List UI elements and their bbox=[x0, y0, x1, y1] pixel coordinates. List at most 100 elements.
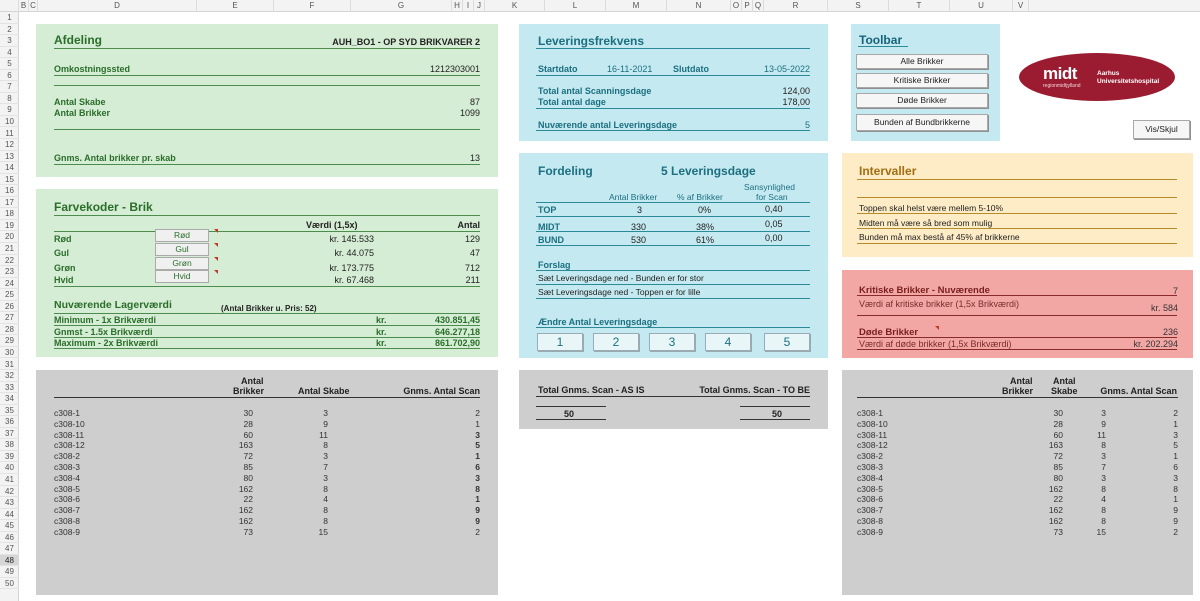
row-header[interactable]: 48 bbox=[0, 554, 19, 567]
row-skabe: 15 bbox=[1096, 526, 1106, 537]
row-header[interactable]: 31 bbox=[0, 359, 19, 371]
column-header[interactable]: D bbox=[38, 0, 197, 12]
row-header[interactable]: 34 bbox=[0, 393, 19, 405]
row-header[interactable]: 18 bbox=[0, 208, 19, 220]
green-filter-button[interactable]: Grøn bbox=[155, 257, 209, 270]
row-header[interactable]: 4 bbox=[0, 47, 19, 59]
row-header[interactable]: 29 bbox=[0, 335, 19, 347]
row-header[interactable]: 47 bbox=[0, 543, 19, 555]
white-filter-button[interactable]: Hvid bbox=[155, 270, 209, 283]
table-row: c308-8 162 8 9 bbox=[857, 516, 1178, 526]
scan-value: 124,00 bbox=[782, 86, 810, 96]
divider bbox=[54, 325, 480, 326]
column-header[interactable]: J bbox=[474, 0, 485, 12]
row-header[interactable]: 16 bbox=[0, 185, 19, 197]
column-header[interactable]: C bbox=[29, 0, 38, 12]
row-header[interactable]: 3 bbox=[0, 35, 19, 47]
row-header[interactable]: 27 bbox=[0, 312, 19, 324]
row-header[interactable]: 15 bbox=[0, 174, 19, 186]
row-header[interactable]: 11 bbox=[0, 128, 19, 140]
row-pct: 61% bbox=[696, 235, 715, 245]
critical-tiles-button[interactable]: Kritiske Brikker bbox=[856, 73, 988, 88]
row-header[interactable]: 26 bbox=[0, 301, 19, 313]
column-header[interactable]: S bbox=[828, 0, 889, 12]
row-header[interactable]: 21 bbox=[0, 243, 19, 255]
row-header[interactable]: 1 bbox=[0, 12, 19, 24]
row-header[interactable]: 14 bbox=[0, 162, 19, 174]
column-header[interactable]: F bbox=[274, 0, 351, 12]
row-header[interactable]: 44 bbox=[0, 509, 19, 521]
row-header[interactable]: 10 bbox=[0, 116, 19, 128]
show-hide-button[interactable]: Vis/Skjul bbox=[1133, 120, 1190, 139]
column-header[interactable]: K bbox=[485, 0, 545, 12]
column-header[interactable]: O bbox=[731, 0, 742, 12]
row-id: c308-10 bbox=[54, 418, 85, 429]
row-header[interactable]: 35 bbox=[0, 405, 19, 417]
dead-tiles-button[interactable]: Døde Brikker bbox=[856, 93, 988, 108]
leveringsdage-1-button[interactable]: 1 bbox=[537, 333, 583, 351]
row-header[interactable]: 37 bbox=[0, 428, 19, 440]
row-header[interactable]: 2 bbox=[0, 24, 19, 36]
red-filter-button[interactable]: Rød bbox=[155, 229, 209, 242]
column-header[interactable]: B bbox=[19, 0, 29, 12]
column-header[interactable]: E bbox=[197, 0, 274, 12]
column-header[interactable]: L bbox=[545, 0, 606, 12]
row-header[interactable]: 30 bbox=[0, 347, 19, 359]
yellow-filter-button[interactable]: Gul bbox=[155, 243, 209, 256]
row-header[interactable]: 43 bbox=[0, 497, 19, 509]
column-header[interactable]: G bbox=[351, 0, 452, 12]
row-header[interactable]: 7 bbox=[0, 81, 19, 93]
row-header[interactable]: 13 bbox=[0, 151, 19, 163]
column-header[interactable]: H bbox=[452, 0, 463, 12]
row-header[interactable]: 17 bbox=[0, 197, 19, 209]
column-header[interactable]: M bbox=[606, 0, 667, 12]
divider bbox=[857, 213, 1177, 214]
row-header[interactable]: 9 bbox=[0, 104, 19, 116]
row-brikker: 85 bbox=[1053, 462, 1063, 472]
bottom-tiles-button[interactable]: Bunden af Bundbrikkerne bbox=[856, 114, 988, 131]
row-header[interactable]: 23 bbox=[0, 266, 19, 278]
column-header[interactable]: U bbox=[950, 0, 1013, 12]
row-header[interactable]: 12 bbox=[0, 139, 19, 151]
col-antal-header: Antal bbox=[457, 220, 481, 230]
row-header[interactable]: 32 bbox=[0, 370, 19, 382]
column-header[interactable]: I bbox=[463, 0, 474, 12]
table-row: c308-11 60 11 3 bbox=[54, 430, 480, 440]
select-all-corner[interactable] bbox=[0, 0, 19, 12]
row-header[interactable]: 5 bbox=[0, 58, 19, 70]
row-header[interactable]: 39 bbox=[0, 451, 19, 463]
row-scan: 5 bbox=[1173, 440, 1178, 451]
row-header[interactable]: 46 bbox=[0, 532, 19, 544]
column-header[interactable]: P bbox=[742, 0, 753, 12]
all-tiles-button[interactable]: Alle Brikker bbox=[856, 54, 988, 69]
row-header[interactable]: 36 bbox=[0, 416, 19, 428]
row-header[interactable]: 38 bbox=[0, 439, 19, 451]
row-header[interactable]: 33 bbox=[0, 382, 19, 394]
column-header[interactable]: T bbox=[889, 0, 950, 12]
column-header[interactable]: N bbox=[667, 0, 731, 12]
afdeling-code: AUH_BO1 - OP SYD BRIKVARER 2 bbox=[332, 37, 480, 47]
row-header[interactable]: 22 bbox=[0, 255, 19, 267]
col-header-skabe: Skabe bbox=[1051, 386, 1078, 396]
column-header[interactable]: Q bbox=[753, 0, 764, 12]
row-header[interactable]: 24 bbox=[0, 278, 19, 290]
fordeling-title: Fordeling bbox=[538, 164, 593, 178]
row-header[interactable]: 28 bbox=[0, 324, 19, 336]
row-header[interactable]: 20 bbox=[0, 231, 19, 243]
leveringsdage-2-button[interactable]: 2 bbox=[593, 333, 639, 351]
column-header[interactable]: R bbox=[764, 0, 828, 12]
leveringsdage-4-button[interactable]: 4 bbox=[705, 333, 751, 351]
leveringsdage-5-button[interactable]: 5 bbox=[764, 333, 810, 351]
row-header[interactable]: 8 bbox=[0, 93, 19, 105]
row-header[interactable]: 50 bbox=[0, 578, 19, 590]
row-header[interactable]: 42 bbox=[0, 486, 19, 498]
row-header[interactable]: 6 bbox=[0, 70, 19, 82]
row-header[interactable]: 40 bbox=[0, 462, 19, 474]
row-header[interactable]: 49 bbox=[0, 566, 19, 578]
row-header[interactable]: 19 bbox=[0, 220, 19, 232]
row-header[interactable]: 25 bbox=[0, 289, 19, 301]
row-header[interactable]: 45 bbox=[0, 520, 19, 532]
leveringsdage-3-button[interactable]: 3 bbox=[649, 333, 695, 351]
row-header[interactable]: 41 bbox=[0, 474, 19, 486]
column-header[interactable]: V bbox=[1013, 0, 1029, 12]
